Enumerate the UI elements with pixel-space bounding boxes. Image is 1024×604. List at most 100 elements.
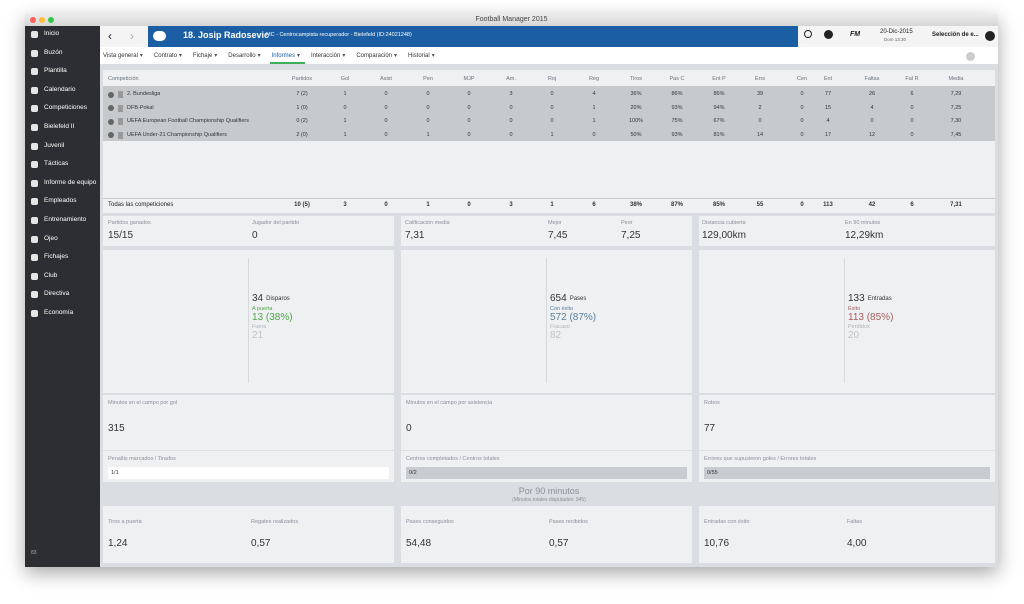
- globe-icon[interactable]: [824, 30, 833, 39]
- sidebar-item[interactable]: Fichajes: [44, 253, 69, 261]
- table-cell: 1: [592, 118, 596, 124]
- help-icon[interactable]: [966, 52, 975, 61]
- ratio-value: 0/2: [409, 470, 417, 476]
- sidebar-icon: [31, 31, 38, 38]
- total-cell: 113: [823, 202, 833, 208]
- selection-button[interactable]: Selección de e...: [932, 32, 979, 38]
- sidebar-item[interactable]: Calendario: [44, 85, 76, 93]
- sidebar-item[interactable]: Economía: [44, 309, 74, 316]
- table-cell: 1: [343, 131, 347, 138]
- sidebar-item[interactable]: Competiciones: [44, 104, 87, 112]
- table-cell: 86%: [713, 91, 725, 97]
- sidebar-item[interactable]: Bielefeld II: [44, 123, 75, 130]
- table-cell: 0: [384, 118, 388, 124]
- table-cell: 7,30: [950, 118, 962, 124]
- total-cell: 10 (5): [294, 202, 310, 208]
- table-cell: 1: [343, 118, 347, 124]
- sidebar-item[interactable]: Juvenil: [44, 141, 65, 149]
- summary-value: 15/15: [108, 230, 134, 241]
- sidebar-icon: [31, 124, 38, 131]
- table-cell: 4: [592, 91, 596, 97]
- summary-label: En 90 minutos: [845, 220, 881, 226]
- tab-arrow: ▾: [178, 53, 182, 59]
- fail-value: 82: [550, 330, 562, 341]
- continue-button[interactable]: [985, 31, 995, 41]
- table-cell: 7,25: [950, 104, 962, 111]
- close-button[interactable]: [30, 17, 36, 23]
- summary-label: Mejor: [548, 220, 562, 226]
- per90-value: 0,57: [251, 538, 271, 549]
- table-cell: 6: [910, 91, 914, 97]
- sidebar-icon: [31, 217, 38, 224]
- table-cell: 50%: [630, 131, 642, 138]
- tab-arrow: ▾: [342, 53, 346, 59]
- sidebar-item[interactable]: Ojeo: [44, 234, 58, 242]
- table-cell: 0: [910, 118, 914, 124]
- tab[interactable]: Fichaje: [192, 53, 213, 59]
- table-cell: 0: [467, 131, 471, 138]
- sidebar-item[interactable]: Informe de equipo: [44, 178, 97, 186]
- sidebar-item[interactable]: Empleados: [44, 197, 77, 205]
- fm-logo[interactable]: FM: [850, 31, 861, 38]
- sidebar-icon: [31, 254, 38, 262]
- tab[interactable]: Contrato: [153, 53, 177, 59]
- rows-background: [103, 86, 995, 141]
- search-icon[interactable]: [804, 30, 812, 38]
- table-cell: 0: [343, 104, 347, 111]
- total-cell: 3: [509, 202, 513, 208]
- minimize-button[interactable]: [39, 17, 45, 23]
- summary-label: Peor: [621, 220, 633, 226]
- table-cell: 12: [868, 131, 876, 138]
- success-value: 113 (85%): [848, 312, 894, 323]
- table-cell: 20%: [630, 104, 642, 111]
- table-cell: 1: [426, 131, 430, 138]
- back-button[interactable]: ‹: [108, 29, 112, 43]
- table-cell: 26: [868, 91, 876, 97]
- tab[interactable]: Informes: [271, 53, 295, 59]
- minutes-label: Minutos en el campo por gol: [108, 400, 178, 406]
- table-cell: 2: [758, 104, 762, 111]
- summary-value: 129,00km: [702, 230, 746, 241]
- competition-icon: [108, 105, 114, 111]
- per90-subtitle: (Minutos totales disputados: 945): [512, 497, 586, 503]
- per90-label: Faltas: [847, 519, 862, 525]
- sidebar-item[interactable]: Entrenamiento: [44, 216, 87, 223]
- table-cell: 17: [824, 131, 832, 138]
- tab[interactable]: Comparación: [356, 53, 393, 59]
- summary-value: 7,45: [548, 230, 568, 241]
- column-header: Cen: [796, 76, 808, 82]
- date[interactable]: 20-Dic-2015: [880, 29, 913, 35]
- window-title: Football Manager 2015: [475, 16, 548, 23]
- top-right-area: [798, 26, 998, 47]
- table-cell: 93%: [671, 104, 683, 111]
- ratio-label: Centros completados / Centros totales: [406, 456, 500, 462]
- competition-name: UEFA Under-21 Championship Qualifiers: [127, 131, 227, 138]
- sidebar-item[interactable]: Buzón: [44, 48, 63, 56]
- sidebar-item[interactable]: Inicio: [44, 30, 60, 37]
- zoom-button[interactable]: [48, 17, 54, 23]
- total-value: 654: [550, 293, 567, 304]
- success-value: 572 (87%): [550, 312, 597, 323]
- tab[interactable]: Desarrollo: [228, 53, 256, 59]
- column-header: Am.: [506, 76, 516, 82]
- tab[interactable]: Historial: [408, 53, 430, 59]
- sidebar-item[interactable]: Club: [44, 271, 58, 279]
- tab[interactable]: Interacción: [310, 53, 341, 59]
- sidebar-item[interactable]: Tácticas: [44, 160, 69, 168]
- forward-button[interactable]: ›: [130, 29, 134, 43]
- ratio-label: Errores que supusieron goles / Errores t…: [704, 456, 817, 462]
- per90-value: 0,57: [549, 538, 569, 549]
- per90-label: Tiros a puerta: [108, 519, 142, 525]
- sidebar-footer: 83: [31, 550, 37, 556]
- tab-bar: [100, 47, 998, 64]
- table-cell: 75%: [671, 118, 683, 124]
- panel-separator: [401, 450, 692, 451]
- table-cell: 0 (2): [296, 118, 308, 124]
- per90-value: 10,76: [704, 538, 730, 549]
- ratio-bar: [108, 467, 389, 479]
- sidebar-item[interactable]: Plantilla: [44, 67, 67, 75]
- panel-separator: [546, 258, 547, 383]
- tab[interactable]: Vista general: [103, 53, 138, 59]
- total-value: 133: [848, 293, 865, 304]
- sidebar-item[interactable]: Directiva: [44, 290, 70, 298]
